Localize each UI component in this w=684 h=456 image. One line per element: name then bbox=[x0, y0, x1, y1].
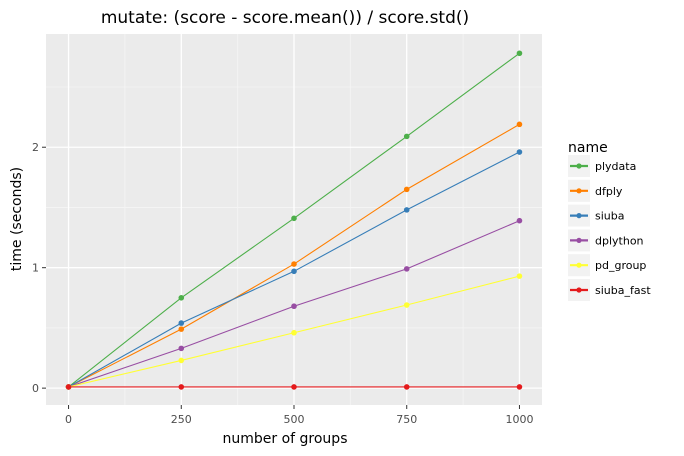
x-tick-label: 500 bbox=[284, 413, 305, 426]
data-point-siuba_fast bbox=[291, 384, 297, 390]
data-point-dfply bbox=[403, 186, 410, 193]
legend-label: pd_group bbox=[595, 259, 646, 272]
legend-label: plydata bbox=[595, 160, 636, 173]
legend-key-point bbox=[576, 213, 582, 219]
data-point-plydata bbox=[403, 133, 410, 140]
legend-items: plydata dfply siuba dplython pd_group siuba_f… bbox=[568, 155, 651, 301]
data-point-dplython bbox=[403, 266, 410, 272]
data-point-plydata bbox=[516, 50, 523, 57]
y-tick-label: 0 bbox=[32, 382, 39, 395]
data-point-siuba_fast bbox=[516, 384, 523, 390]
y-axis-title: time (seconds) bbox=[9, 167, 25, 271]
legend-label: dfply bbox=[595, 185, 623, 198]
x-axis-title: number of groups bbox=[223, 431, 348, 447]
y-tick-label: 1 bbox=[32, 262, 39, 275]
data-point-siuba bbox=[403, 207, 410, 213]
legend-key-point bbox=[576, 163, 582, 169]
x-tick-label: 750 bbox=[396, 413, 417, 426]
data-point-siuba bbox=[291, 268, 297, 275]
legend-key-point bbox=[576, 287, 582, 293]
data-point-plydata bbox=[291, 215, 297, 222]
legend-key-point bbox=[576, 237, 582, 243]
legend-label: dplython bbox=[595, 234, 644, 247]
data-point-dplython bbox=[516, 217, 523, 224]
legend-title: name bbox=[568, 140, 608, 156]
legend-key-point bbox=[576, 262, 582, 268]
y-tick-label: 2 bbox=[32, 141, 39, 154]
data-point-pd_group bbox=[291, 329, 297, 336]
x-tick-label: 0 bbox=[65, 413, 72, 426]
x-tick-label: 1000 bbox=[505, 413, 533, 426]
chart-title: mutate: (score - score.mean()) / score.s… bbox=[101, 8, 469, 28]
data-point-pd_group bbox=[403, 302, 410, 308]
data-point-dfply bbox=[291, 261, 297, 267]
series-points bbox=[65, 50, 523, 390]
data-point-pd_group bbox=[178, 357, 185, 364]
legend: name plydata dfply siuba dplython pd_groupsi… bbox=[568, 140, 651, 301]
data-point-siuba_fast bbox=[403, 384, 410, 390]
data-point-pd_group bbox=[516, 273, 523, 279]
legend-key-point bbox=[576, 188, 582, 194]
x-axis-ticks: 0 250 500 750 1000 bbox=[65, 405, 533, 426]
data-point-dfply bbox=[178, 326, 185, 332]
data-point-dplython bbox=[178, 345, 185, 352]
data-point-siuba_fast bbox=[65, 384, 72, 390]
data-point-dfply bbox=[516, 121, 523, 128]
data-point-siuba_fast bbox=[178, 384, 185, 390]
data-point-plydata bbox=[178, 294, 185, 301]
data-point-dplython bbox=[291, 303, 297, 310]
legend-label: siuba bbox=[595, 210, 624, 223]
legend-label: siuba_fast bbox=[595, 284, 651, 297]
x-tick-label: 250 bbox=[171, 413, 192, 426]
data-point-siuba bbox=[516, 149, 523, 155]
data-point-siuba bbox=[178, 320, 185, 326]
y-axis-ticks: 0 1 2 bbox=[32, 141, 46, 395]
